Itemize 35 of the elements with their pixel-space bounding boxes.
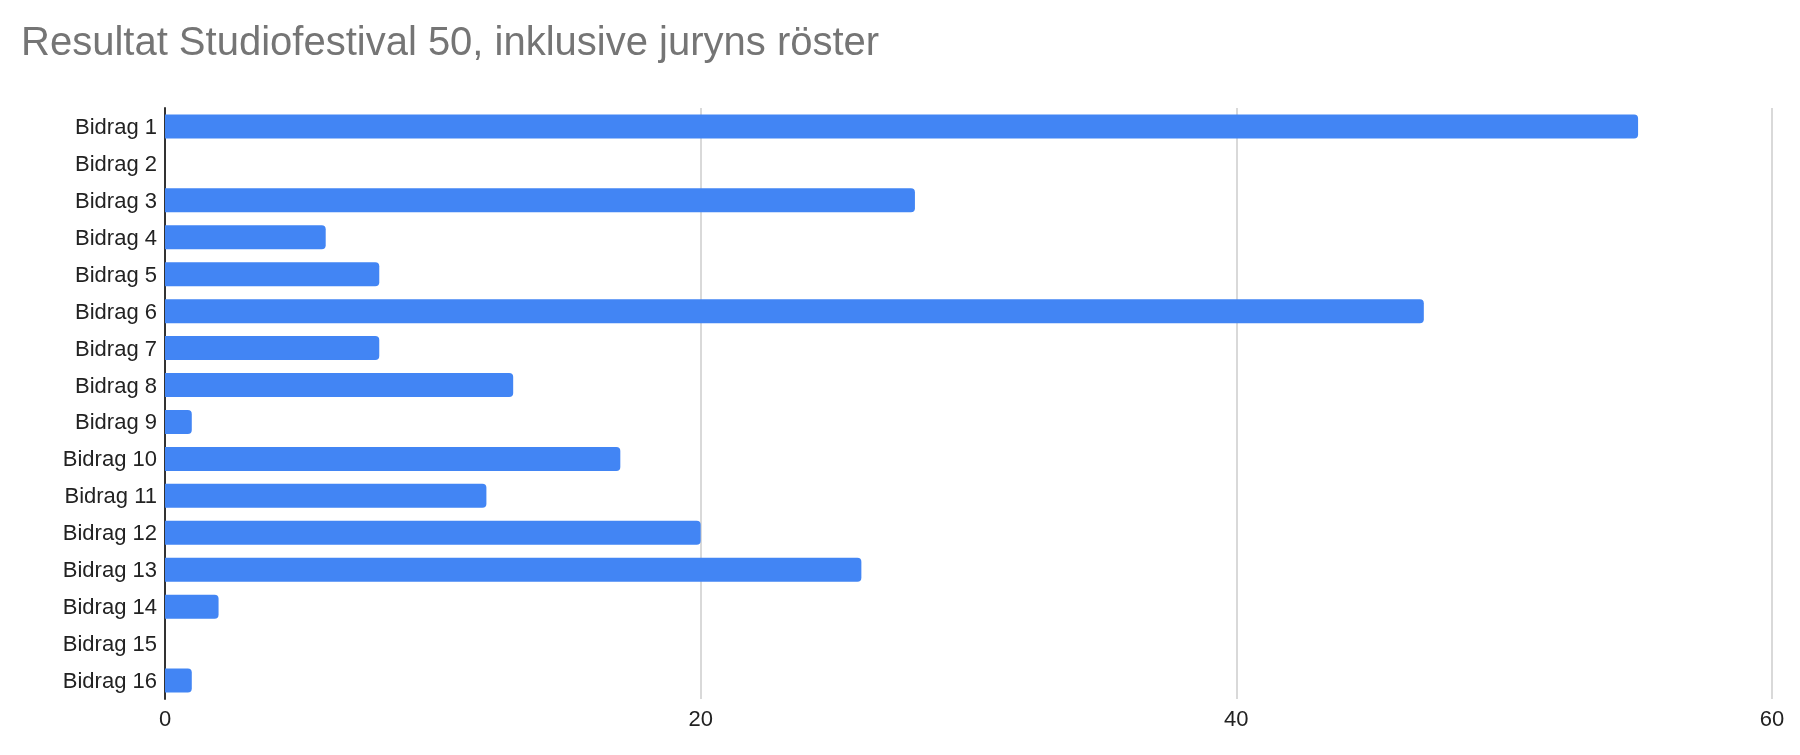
x-tick-label: 0 [158,705,172,731]
y-tick-label: Bidrag 4 [75,224,157,250]
y-tick-label: Bidrag 8 [75,372,157,398]
bar [165,373,514,398]
y-tick-label: Bidrag 12 [62,520,157,546]
bar [165,188,915,213]
y-tick-label: Bidrag 11 [64,483,157,509]
bar [165,668,192,693]
y-tick-label: Bidrag 15 [62,631,157,657]
x-tick-label: 40 [1224,705,1249,731]
bar [165,520,701,545]
bar [165,594,219,619]
bar [165,409,192,434]
y-tick-label: Bidrag 13 [62,557,157,583]
y-tick-label: Bidrag 16 [62,668,157,694]
x-tick-label: 60 [1759,705,1785,731]
bar [165,299,1424,324]
bar [165,557,862,582]
y-tick-label: Bidrag 14 [62,594,157,620]
y-tick-label: Bidrag 6 [75,298,157,324]
y-tick-label: Bidrag 10 [62,446,157,472]
y-tick-label: Bidrag 5 [75,261,157,287]
bar [165,336,380,361]
y-tick-label: Bidrag 1 [75,113,157,139]
bar [165,114,1639,139]
bar [165,225,326,250]
y-tick-label: Bidrag 2 [75,150,157,176]
bar [165,483,487,508]
y-tick-label: Bidrag 7 [75,335,157,361]
bar [165,262,380,287]
bar [165,446,621,471]
y-tick-label: Bidrag 3 [75,187,157,213]
chart-title: Resultat Studiofestival 50, inklusive juryns röster [21,19,880,63]
x-tick-label: 20 [688,705,713,731]
y-tick-label: Bidrag 9 [75,409,157,435]
